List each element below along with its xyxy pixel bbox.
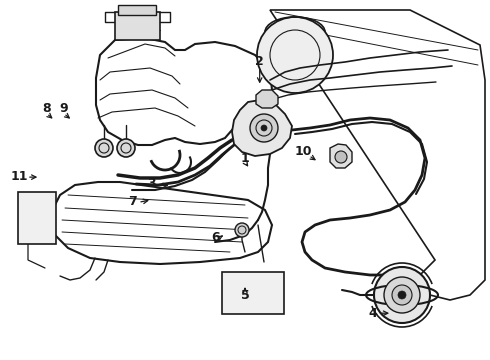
Circle shape (335, 151, 347, 163)
Circle shape (384, 277, 420, 313)
Bar (118, 5, 156, 15)
Polygon shape (256, 90, 278, 108)
Bar (222, 272, 284, 314)
Text: 6: 6 (211, 231, 220, 244)
Circle shape (374, 267, 430, 323)
Text: 1: 1 (241, 152, 249, 165)
Circle shape (235, 223, 249, 237)
Text: 9: 9 (59, 102, 68, 114)
Text: 7: 7 (128, 195, 137, 208)
Text: 5: 5 (241, 289, 249, 302)
Text: 8: 8 (42, 102, 51, 114)
Circle shape (261, 125, 267, 131)
Text: 4: 4 (368, 307, 377, 320)
Circle shape (398, 291, 406, 299)
Polygon shape (270, 10, 485, 300)
Text: 3: 3 (147, 177, 156, 190)
Text: 10: 10 (295, 145, 313, 158)
Circle shape (117, 139, 135, 157)
Polygon shape (232, 100, 292, 156)
Circle shape (257, 17, 333, 93)
Bar (18, 192, 56, 244)
Polygon shape (52, 182, 272, 264)
Circle shape (392, 285, 412, 305)
Polygon shape (330, 144, 352, 168)
Polygon shape (96, 38, 272, 145)
Text: 11: 11 (11, 170, 28, 183)
Bar (115, 12, 160, 40)
Circle shape (95, 139, 113, 157)
Text: 2: 2 (255, 55, 264, 68)
Circle shape (250, 114, 278, 142)
